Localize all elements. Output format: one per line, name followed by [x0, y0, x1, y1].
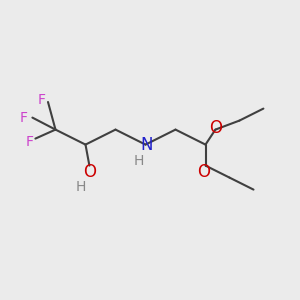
Text: O: O [209, 119, 223, 137]
Text: F: F [38, 93, 45, 106]
Text: F: F [26, 136, 33, 149]
Text: O: O [197, 163, 211, 181]
Text: H: H [134, 154, 144, 168]
Text: F: F [20, 111, 27, 124]
Text: N: N [140, 136, 153, 154]
Text: O: O [83, 163, 96, 181]
Text: H: H [75, 180, 85, 194]
